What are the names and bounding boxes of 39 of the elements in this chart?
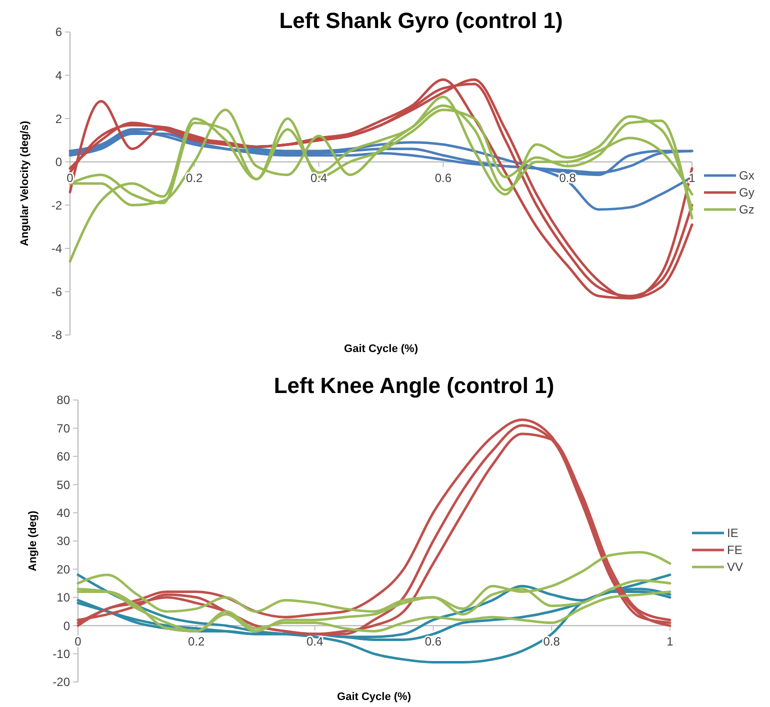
x-axis-title: Gait Cycle (%) bbox=[337, 691, 412, 703]
y-tick-label: -2 bbox=[51, 198, 62, 212]
y-tick-label: 40 bbox=[56, 506, 70, 520]
y-tick-label: 4 bbox=[55, 68, 62, 82]
y-tick-label: 60 bbox=[56, 450, 70, 464]
y-tick-label: 0 bbox=[63, 618, 70, 633]
x-tick-label: 0.2 bbox=[186, 170, 204, 185]
x-tick-label: 0.2 bbox=[188, 634, 206, 649]
y-tick-label: -8 bbox=[51, 328, 62, 342]
y-tick-label: 20 bbox=[56, 562, 70, 576]
x-tick-label: 0.4 bbox=[306, 634, 324, 649]
chart-title: Left Shank Gyro (control 1) bbox=[279, 8, 563, 33]
y-axis-title: Angular Velocity (deg/s) bbox=[19, 120, 31, 246]
x-tick-label: 0.6 bbox=[434, 170, 452, 185]
legend-label: IE bbox=[727, 526, 738, 540]
chart-title: Left Knee Angle (control 1) bbox=[274, 373, 554, 398]
legend-label: VV bbox=[727, 560, 744, 574]
y-tick-label: 2 bbox=[55, 112, 62, 126]
y-tick-label: 10 bbox=[56, 590, 70, 605]
y-tick-label: -20 bbox=[52, 675, 70, 690]
x-tick-label: 0.6 bbox=[424, 634, 442, 649]
x-tick-label: 0.8 bbox=[543, 634, 560, 649]
x-axis-title: Gait Cycle (%) bbox=[344, 343, 418, 355]
y-tick-label: 70 bbox=[56, 421, 70, 436]
y-tick-label: 6 bbox=[55, 25, 62, 40]
y-tick-label: 0 bbox=[55, 155, 62, 170]
y-tick-label: -6 bbox=[51, 284, 62, 299]
y-axis-title: Angle (deg) bbox=[27, 510, 39, 572]
legend-label: Gx bbox=[739, 168, 754, 183]
y-tick-label: 80 bbox=[56, 393, 70, 408]
y-tick-label: 30 bbox=[56, 534, 70, 548]
legend-label: Gy bbox=[739, 186, 754, 200]
x-tick-label: 1 bbox=[666, 634, 674, 649]
x-tick-label: 0 bbox=[74, 634, 82, 649]
y-tick-label: -4 bbox=[51, 242, 62, 256]
legend-label: FE bbox=[727, 543, 742, 558]
y-tick-label: 50 bbox=[56, 478, 70, 492]
y-tick-label: -10 bbox=[52, 647, 70, 661]
legend-label: Gz bbox=[739, 202, 754, 217]
